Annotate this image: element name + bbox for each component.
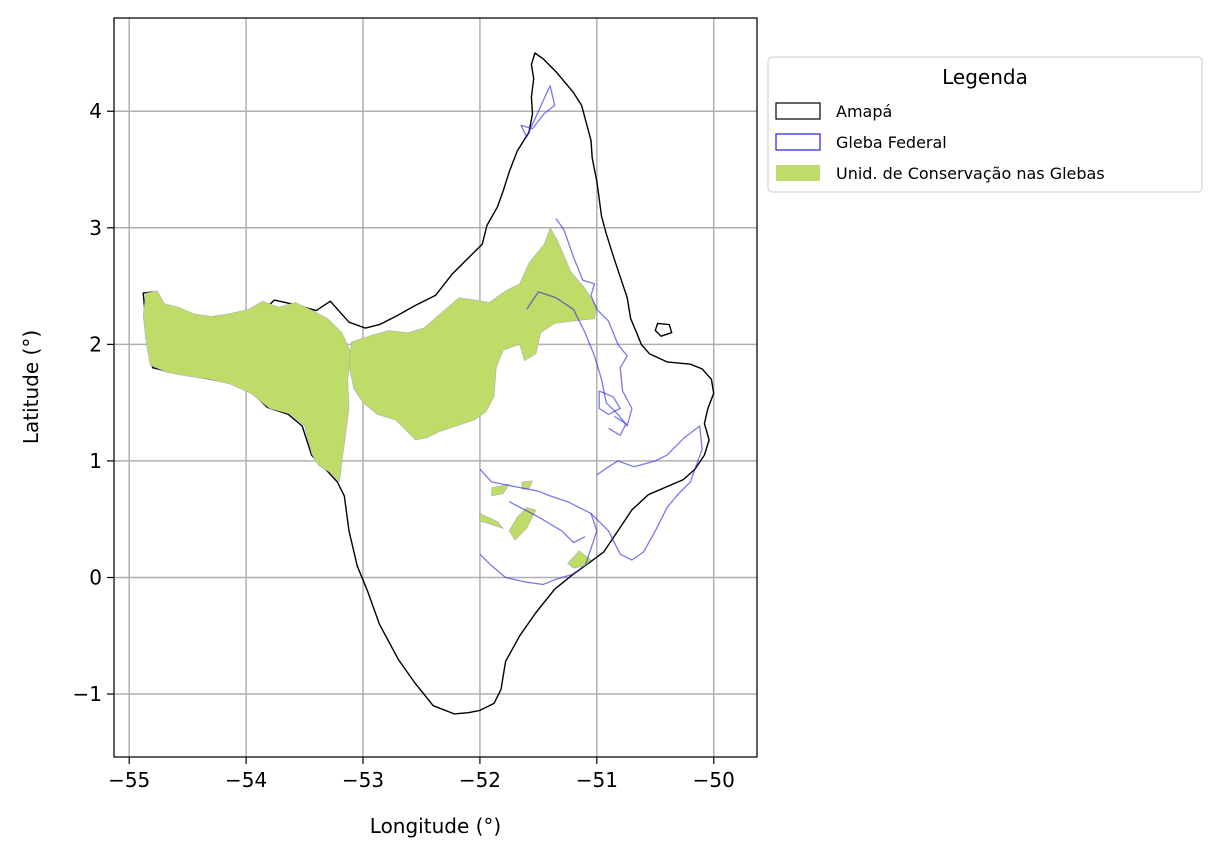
uc-polygon xyxy=(142,290,352,483)
x-tick-label: −54 xyxy=(225,768,267,792)
x-tick-label: −53 xyxy=(342,768,384,792)
gleba-outline xyxy=(508,501,586,544)
x-tick-label: −55 xyxy=(108,768,150,792)
x-tick-label: −51 xyxy=(576,768,618,792)
legend-label-uc: Unid. de Conservação nas Glebas xyxy=(836,164,1105,183)
y-tick-label: −1 xyxy=(73,682,102,706)
uc-polygon xyxy=(479,512,505,530)
map-layers xyxy=(142,52,715,715)
y-tick-label: 2 xyxy=(89,332,102,356)
y-axis-label: Latitude (°) xyxy=(19,330,43,444)
gleba-outline xyxy=(526,218,633,427)
legend-title: Legenda xyxy=(942,65,1028,89)
y-tick-label: 1 xyxy=(89,449,102,473)
x-tick-label: −52 xyxy=(459,768,501,792)
gleba-outline xyxy=(520,84,556,138)
legend-label-gleba: Gleba Federal xyxy=(836,133,947,152)
gleba-layer xyxy=(479,84,703,586)
gleba-outline xyxy=(479,468,598,586)
legend-swatch-uc xyxy=(776,165,820,181)
legend: Legenda Amapá Gleba Federal Unid. de Con… xyxy=(767,56,1203,193)
gleba-outline xyxy=(598,390,621,415)
y-tick-label: 4 xyxy=(89,99,102,123)
legend-swatch-amapa xyxy=(775,102,821,120)
axes-frame xyxy=(113,17,758,758)
x-axis-label: Longitude (°) xyxy=(370,814,501,838)
uc-polygon xyxy=(491,483,510,497)
gleba-outline xyxy=(590,425,703,561)
legend-label-amapa: Amapá xyxy=(836,102,892,121)
y-tick-label: 3 xyxy=(89,216,102,240)
x-ticks: −55 −54 −53 −52 −51 −50 xyxy=(108,757,735,792)
gleba-outline xyxy=(608,416,627,436)
x-tick-label: −50 xyxy=(693,768,735,792)
y-tick-label: 0 xyxy=(89,565,102,589)
uc-polygon xyxy=(348,227,598,441)
legend-box xyxy=(767,56,1203,193)
y-ticks: −1 0 1 2 3 4 xyxy=(73,99,114,706)
legend-swatch-gleba xyxy=(775,133,821,151)
uc-polygon xyxy=(508,507,537,541)
amapa-boundary xyxy=(142,52,715,715)
amapa-layer xyxy=(142,52,715,715)
amapa-island xyxy=(654,322,673,337)
